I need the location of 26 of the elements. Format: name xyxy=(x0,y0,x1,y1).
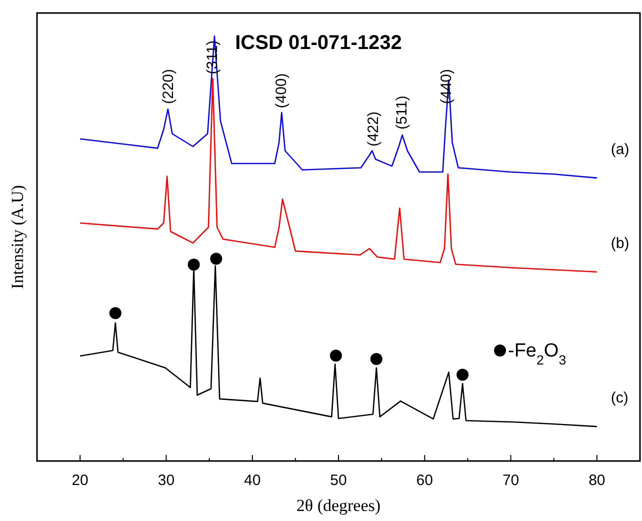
point xyxy=(330,350,342,362)
annotation: (311) xyxy=(204,40,221,74)
series-label: (c) xyxy=(610,390,628,407)
point xyxy=(456,368,469,381)
x-axis-title: 2θ (degrees) xyxy=(296,496,381,515)
x-tick-label: 30 xyxy=(158,472,175,489)
annotation: (511) xyxy=(393,96,410,130)
series-label: (a) xyxy=(610,140,630,158)
point xyxy=(210,252,222,265)
x-tick-label: 60 xyxy=(416,472,433,489)
x-tick-label: 20 xyxy=(72,472,88,489)
x-tick-label: 40 xyxy=(244,472,261,489)
point xyxy=(370,353,382,365)
x-tick-label: 80 xyxy=(588,472,606,489)
y-axis-title: Intensity (A.U) xyxy=(8,185,27,289)
x-tick-label: 70 xyxy=(502,472,520,489)
series-label: (b) xyxy=(610,234,630,252)
annotation: (220) xyxy=(160,68,177,104)
point xyxy=(109,307,122,320)
annotation: (400) xyxy=(272,73,290,108)
annotation: (422) xyxy=(364,111,382,146)
annotation: (440) xyxy=(438,68,456,104)
legend-label: -Fe$_{2}$O$_{3}$ xyxy=(508,340,566,367)
chart-title: ICSD 01-071-1232 xyxy=(235,32,402,54)
point xyxy=(188,258,200,271)
x-tick-label: 50 xyxy=(330,472,347,489)
